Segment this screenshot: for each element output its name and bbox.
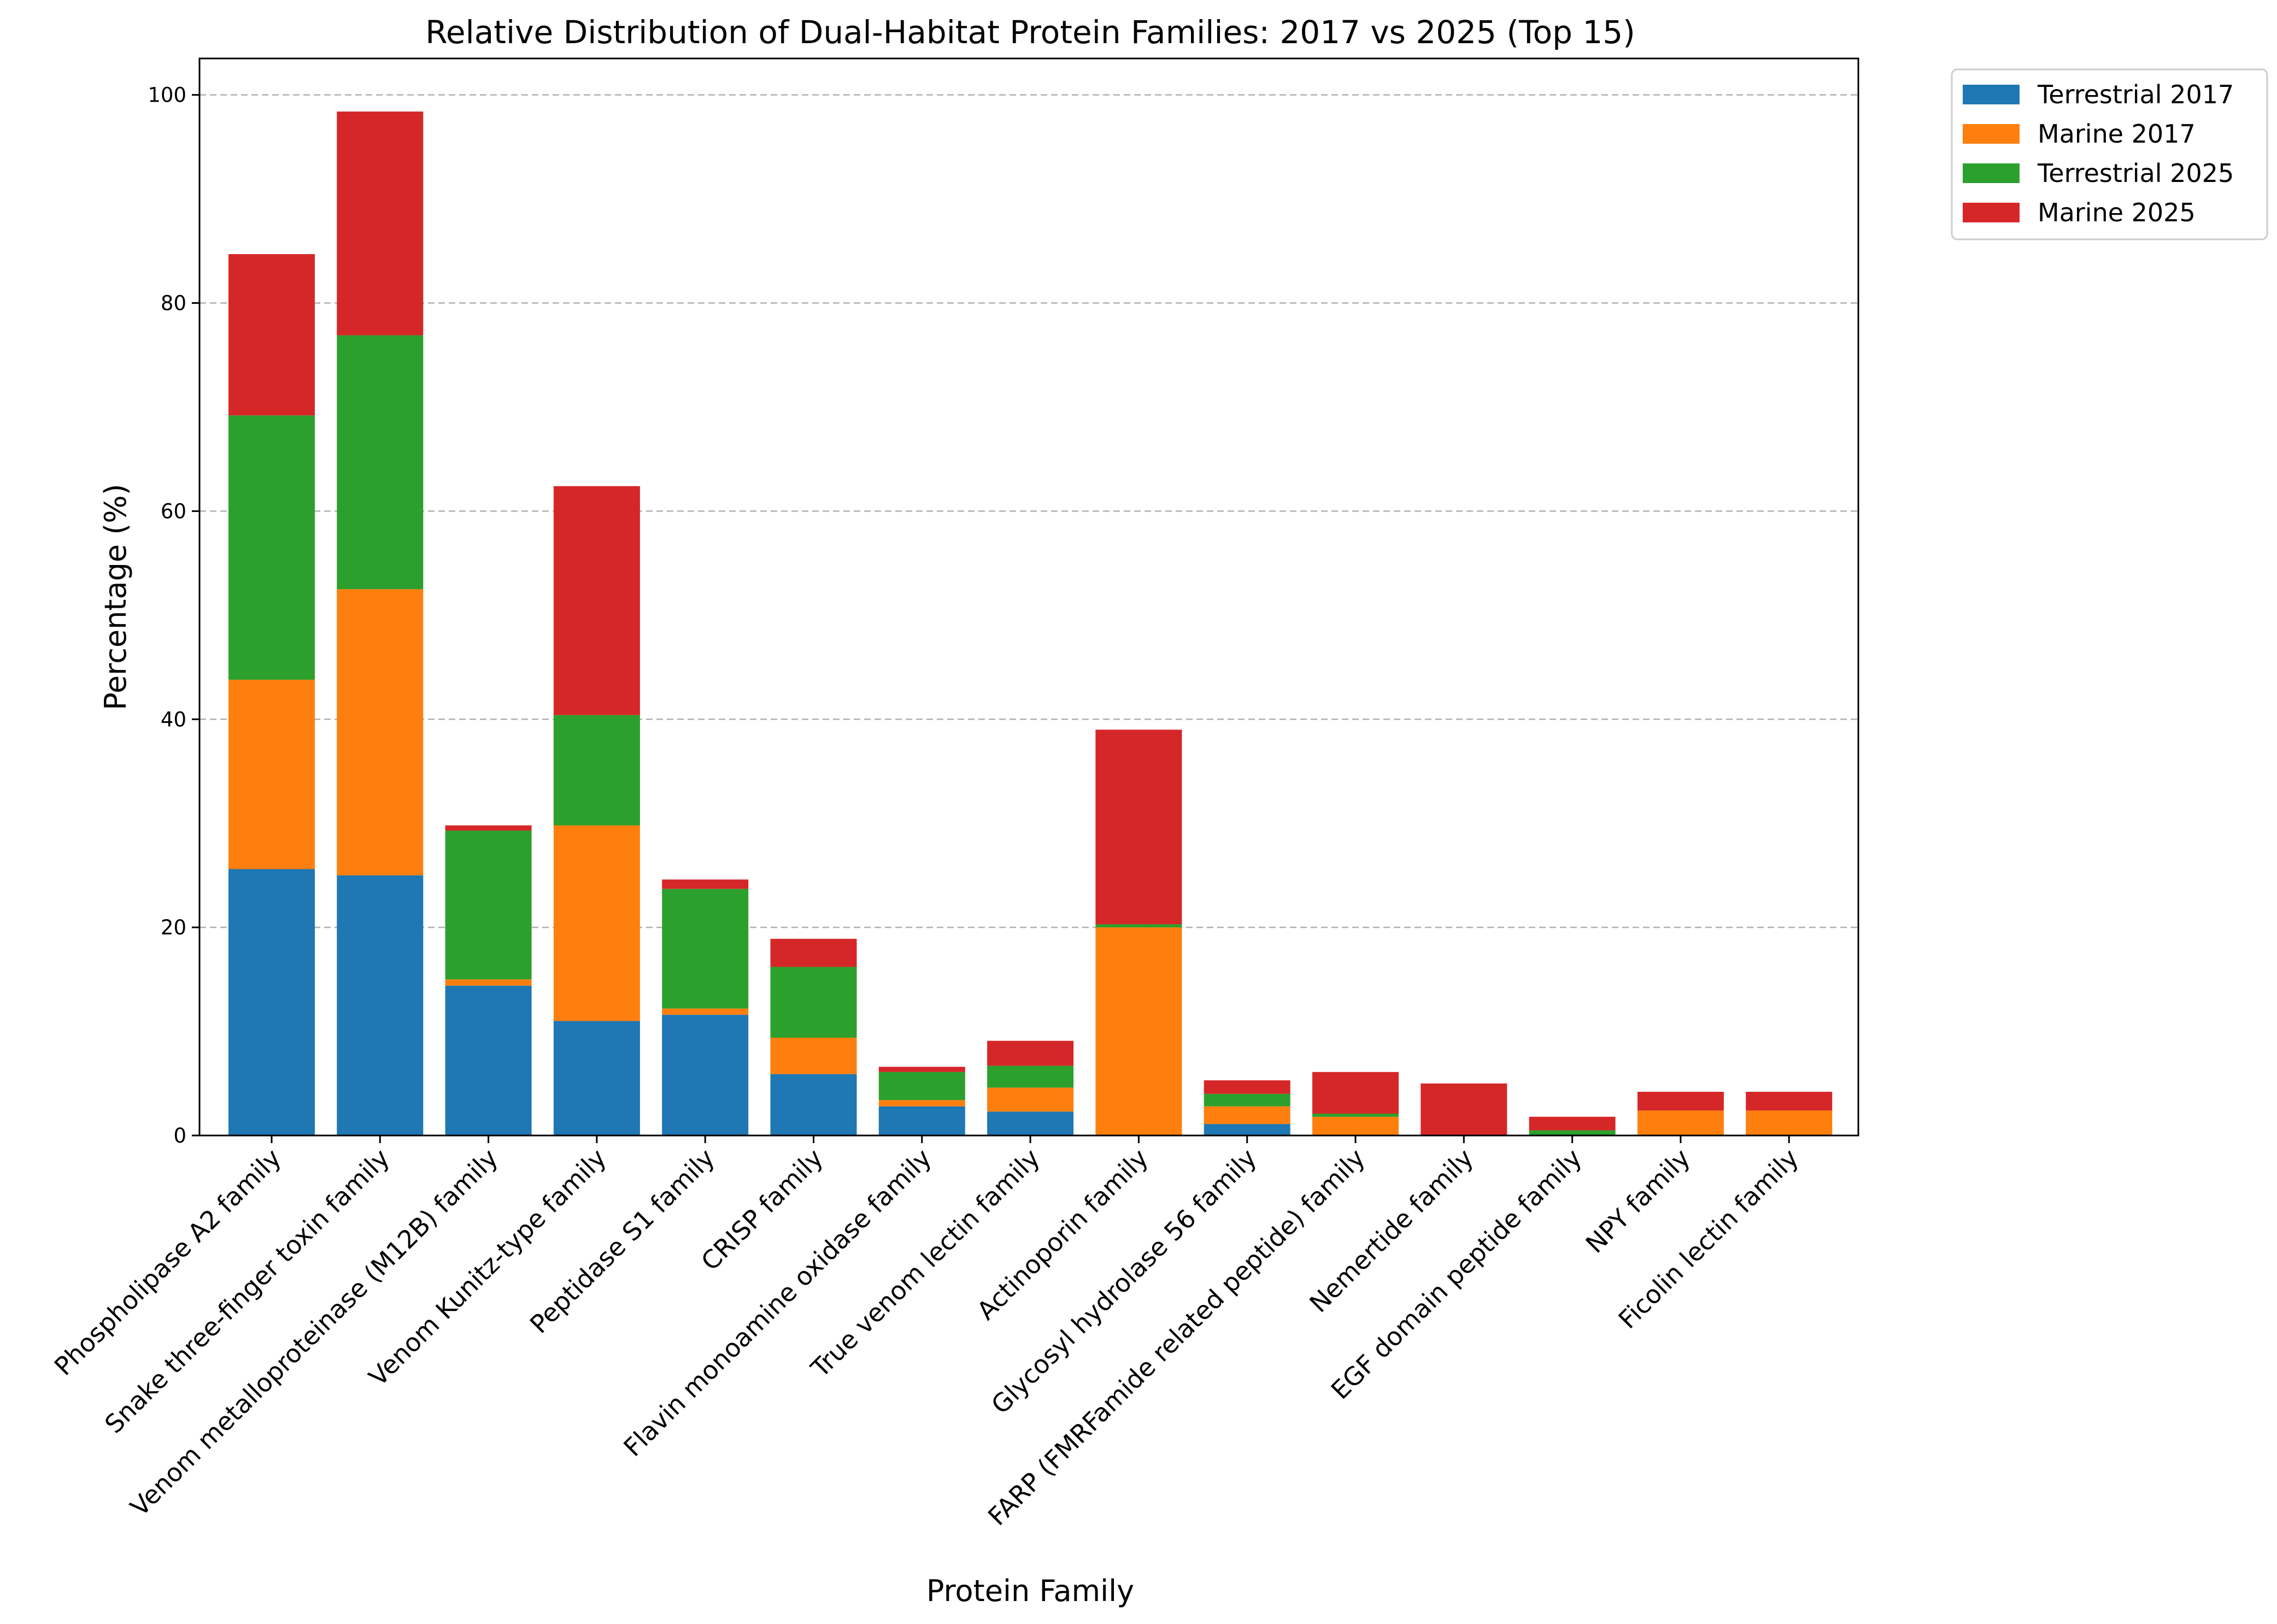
bar-segment [445,831,532,980]
y-tick-label: 40 [161,708,186,731]
bar-segment [987,1040,1074,1066]
bar-segment [987,1066,1074,1088]
bar-segment [770,967,857,1038]
bar-segment [1637,1110,1724,1135]
legend-label: Terrestrial 2017 [2037,80,2234,109]
bar-segment [553,1021,640,1135]
legend: Terrestrial 2017 Marine 2017 Terrestrial 2… [1951,68,2268,240]
bar-segment [228,254,315,416]
bar-segment [1204,1080,1290,1094]
y-axis-label: Percentage (%) [98,484,133,710]
bar-segment [878,1100,965,1107]
bar-segment [987,1111,1074,1135]
bar-segment [553,825,640,1021]
bar-segment [1312,1116,1399,1135]
bar-segment [662,1015,749,1135]
bar-segment [553,715,640,826]
bar-segment [445,825,532,831]
bar-segment [445,979,532,986]
y-tick-label: 0 [173,1124,186,1148]
bar-segment [987,1087,1074,1112]
legend-label: Marine 2025 [2038,198,2196,227]
bar-segment [770,939,857,967]
bar-segment [1312,1072,1399,1114]
bar-segment [553,486,640,715]
bar-segment [337,589,424,875]
bar-segment [1529,1130,1616,1135]
bar-segment [337,111,424,336]
legend-swatch [1963,124,2020,144]
bar-segment [1095,927,1182,1135]
legend-box [1951,68,2268,240]
legend-label: Marine 2017 [2038,119,2196,149]
bar-segment [228,869,315,1135]
bar-segment [878,1067,965,1072]
legend-label: Terrestrial 2025 [2037,158,2234,188]
bar-segment [878,1106,965,1135]
plot-frame [198,57,1859,1137]
bar-segment [337,875,424,1135]
bar-segment [1529,1116,1616,1131]
bar-segment [1421,1083,1507,1135]
y-tick-label: 20 [161,916,186,939]
bar-segment [445,985,532,1135]
bar-segment [770,1074,857,1135]
y-tick-label: 100 [148,84,186,107]
y-tick-label: 80 [161,292,186,315]
bar-segment [1204,1124,1290,1135]
bar-segment [662,889,749,1009]
bar-segment [770,1037,857,1074]
legend-swatch [1963,203,2020,222]
legend-swatch [1963,163,2020,183]
chart-title: Relative Distribution of Dual-Habitat Pr… [425,14,1635,51]
bar-segment [337,335,424,590]
bar-segment [228,679,315,869]
bar-segment [228,415,315,680]
bar-segment [662,1008,749,1015]
bars [228,111,1833,1135]
bar-segment [1095,729,1182,925]
bar-segment [1095,924,1182,928]
bar-segment [878,1072,965,1101]
y-axis: 0 20 40 60 80 100 [148,84,199,1148]
bar-segment [662,879,749,889]
bar-segment [1746,1110,1833,1135]
bar-segment [1204,1106,1290,1125]
bar-segment [1746,1092,1833,1111]
bar-segment [1637,1092,1724,1111]
bar-segment [1204,1093,1290,1107]
x-axis-label: Protein Family [926,1574,1134,1608]
bar-segment [1312,1114,1399,1117]
legend-swatch [1963,85,2020,104]
y-tick-label: 60 [161,499,186,523]
